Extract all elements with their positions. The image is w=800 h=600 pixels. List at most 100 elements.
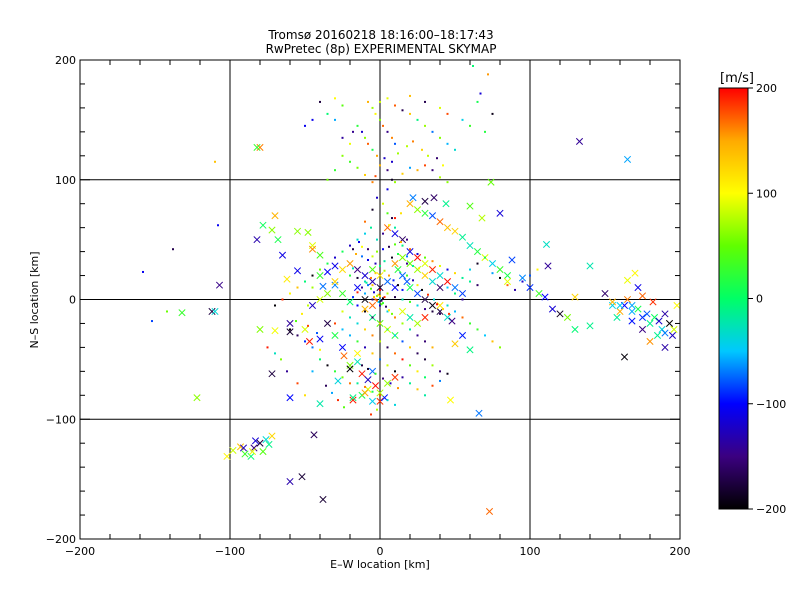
data-point-dot [431,384,434,387]
data-point-dot [409,382,411,385]
data-point-dot [289,328,291,331]
data-point-x [421,260,429,268]
data-point-dot [401,340,404,343]
data-point-dot [409,166,411,169]
data-point-x [475,409,483,417]
data-point-x [353,349,362,357]
data-point-dot [376,196,378,199]
data-point-dot [361,245,363,248]
data-point-dot [416,252,419,255]
data-point-dot [355,252,357,255]
data-point-x [613,313,621,322]
data-point-dot [476,284,479,287]
data-point-dot [364,280,366,283]
data-point-x [623,295,632,304]
data-point-x [286,477,294,486]
data-point-dot [356,276,359,279]
data-point-dot [325,384,327,387]
data-point-x [251,437,260,445]
data-point-x [283,275,291,283]
data-point-x [301,325,309,333]
data-point-x [406,313,414,322]
data-point-dot [431,260,434,263]
data-point-dot [394,181,396,184]
data-point-dot [401,288,404,291]
data-point-dot [326,262,329,265]
data-point-x [446,396,455,404]
colorbar-tick-label: 200 [756,82,777,95]
data-points [142,64,681,516]
data-point-dot [412,140,414,143]
data-point-x [616,307,624,316]
data-point-dot [364,310,366,313]
data-point-dot [376,294,378,297]
data-point-dot [406,262,408,265]
data-point-x [556,310,564,318]
data-point-x [485,507,494,516]
data-point-x [406,200,414,208]
data-point-x [413,206,422,214]
data-point-dot [446,142,449,145]
data-point-x [496,266,504,274]
data-point-x [364,376,372,384]
data-point-dot [386,328,389,331]
data-point-x [413,289,422,298]
data-point-dot [454,310,456,313]
data-point-dot [377,293,380,296]
data-point-x [668,331,677,339]
data-point-x [403,277,411,286]
data-point-dot [349,316,351,319]
data-point-dot [311,370,314,373]
data-point-dot [341,154,344,157]
colorbar-tick-label: 100 [756,187,777,200]
data-point-x [628,301,636,310]
data-point-dot [424,100,426,103]
data-point-x [436,218,444,226]
data-point-x [421,209,429,217]
data-point-x [458,331,467,339]
data-point-dot [341,250,344,253]
data-point-dot [343,406,345,409]
data-point-dot [379,304,381,307]
data-point-dot [371,352,374,355]
data-point-x [443,277,452,286]
data-point-dot [304,340,306,343]
data-point-dot [304,394,306,397]
y-tick-label: −200 [46,533,76,546]
data-point-dot [383,296,386,299]
data-point-x [215,281,224,289]
data-point-x [319,282,327,290]
data-point-dot [311,274,314,277]
data-point-x [286,394,294,402]
data-point-dot [349,382,351,385]
data-point-x [620,353,629,361]
y-tick-label: 200 [55,54,76,67]
data-point-dot [401,376,404,379]
data-point-dot [416,370,419,373]
data-point-dot [379,294,381,297]
data-point-dot [364,292,366,295]
data-point-dot [394,217,396,220]
colorbar [718,87,749,510]
data-point-x [361,295,369,304]
data-point-dot [382,124,384,127]
data-point-x [278,251,287,259]
data-point-x [458,233,467,241]
data-point-dot [397,387,399,390]
data-point-x [406,283,414,292]
data-point-dot [406,238,408,241]
data-point-dot [401,244,404,247]
data-point-dot [529,274,531,277]
data-point-dot [319,358,321,361]
data-point-dot [382,302,384,305]
data-point-dot [386,399,389,402]
data-point-x [448,317,456,325]
data-point-x [398,271,407,280]
data-point-dot [400,241,402,244]
data-point-x [286,319,294,328]
data-point-dot [401,358,404,361]
data-point-x [466,202,474,210]
data-point-dot [379,164,381,167]
data-point-x [466,242,474,250]
